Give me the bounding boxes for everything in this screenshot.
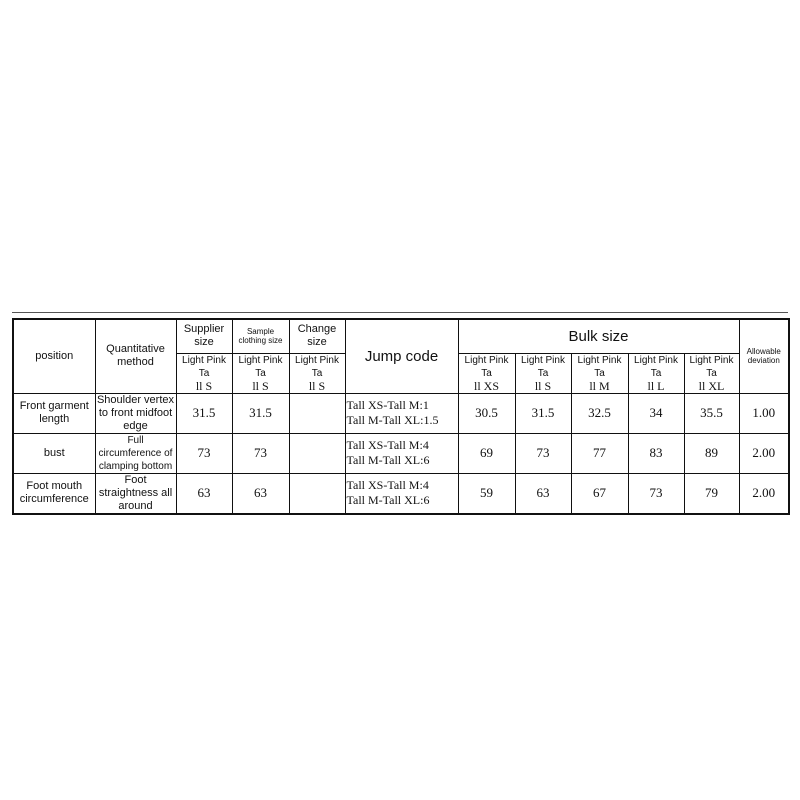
cell-bulk: 35.5 [683, 392, 740, 434]
cell-position: bust [12, 432, 96, 474]
table-row: Foot mouth circumference Foot straightne… [12, 472, 790, 514]
cell-deviation: 2.00 [738, 472, 790, 514]
sub-bulk-xs: Light Pink Ta ll XS [457, 352, 516, 394]
cell-jump: Tall XS-Tall M:4 Tall M-Tall XL:6 [344, 472, 459, 514]
cell-jump: Tall XS-Tall M:1 Tall M-Tall XL:1.5 [344, 392, 459, 434]
cell-sample: 31.5 [231, 392, 290, 434]
cell-method: Shoulder vertex to front midfoot edge [94, 392, 177, 434]
sub-supplier: Light Pink Ta ll S [175, 352, 233, 394]
cell-position: Front garment length [12, 392, 96, 434]
cell-supplier: 73 [175, 432, 233, 474]
cell-bulk: 79 [683, 472, 740, 514]
cell-method: Foot straightness all around [94, 472, 177, 514]
cell-change [288, 472, 346, 514]
cell-bulk: 63 [514, 472, 572, 514]
cell-sample: 73 [231, 432, 290, 474]
cell-bulk: 31.5 [514, 392, 572, 434]
cell-bulk: 67 [570, 472, 629, 514]
cell-supplier: 31.5 [175, 392, 233, 434]
cell-bulk: 73 [514, 432, 572, 474]
cell-bulk: 69 [457, 432, 516, 474]
header-position: position [12, 318, 96, 394]
top-rule [12, 312, 788, 313]
sub-bulk-s: Light Pink Ta ll S [514, 352, 572, 394]
header-bulk: Bulk size [457, 318, 740, 354]
cell-change [288, 432, 346, 474]
sub-bulk-m: Light Pink Ta ll M [570, 352, 629, 394]
sub-bulk-l: Light Pink Ta ll L [627, 352, 685, 394]
table-row: Front garment length Shoulder vertex to … [12, 392, 790, 434]
cell-jump: Tall XS-Tall M:4 Tall M-Tall XL:6 [344, 432, 459, 474]
cell-bulk: 89 [683, 432, 740, 474]
cell-deviation: 2.00 [738, 432, 790, 474]
sub-sample: Light Pink Ta ll S [231, 352, 290, 394]
header-deviation: Allowable deviation [738, 318, 790, 394]
header-row-1: position Quantitative method Supplier si… [12, 318, 790, 394]
size-table: position Quantitative method Supplier si… [12, 318, 791, 515]
cell-bulk: 73 [627, 472, 685, 514]
cell-bulk: 77 [570, 432, 629, 474]
cell-method: Full circumference of clamping bottom [94, 432, 177, 474]
cell-bulk: 30.5 [457, 392, 516, 434]
sub-change: Light Pink Ta ll S [288, 352, 346, 394]
cell-supplier: 63 [175, 472, 233, 514]
header-change: Change size [288, 318, 346, 354]
cell-sample: 63 [231, 472, 290, 514]
cell-change [288, 392, 346, 434]
table-row: bust Full circumference of clamping bott… [12, 432, 790, 474]
header-sample: Sample clothing size [231, 318, 290, 354]
header-jump: Jump code [344, 318, 459, 394]
header-method: Quantitative method [94, 318, 177, 394]
sub-bulk-xl: Light Pink Ta ll XL [683, 352, 740, 394]
cell-bulk: 59 [457, 472, 516, 514]
header-row-2: Light Pink Ta ll S Light Pink Ta ll S Ligh… [13, 352, 789, 394]
header-supplier: Supplier size [175, 318, 233, 354]
cell-bulk: 34 [627, 392, 685, 434]
cell-deviation: 1.00 [738, 392, 790, 434]
cell-position: Foot mouth circumference [12, 472, 96, 514]
cell-bulk: 83 [627, 432, 685, 474]
cell-bulk: 32.5 [570, 392, 629, 434]
